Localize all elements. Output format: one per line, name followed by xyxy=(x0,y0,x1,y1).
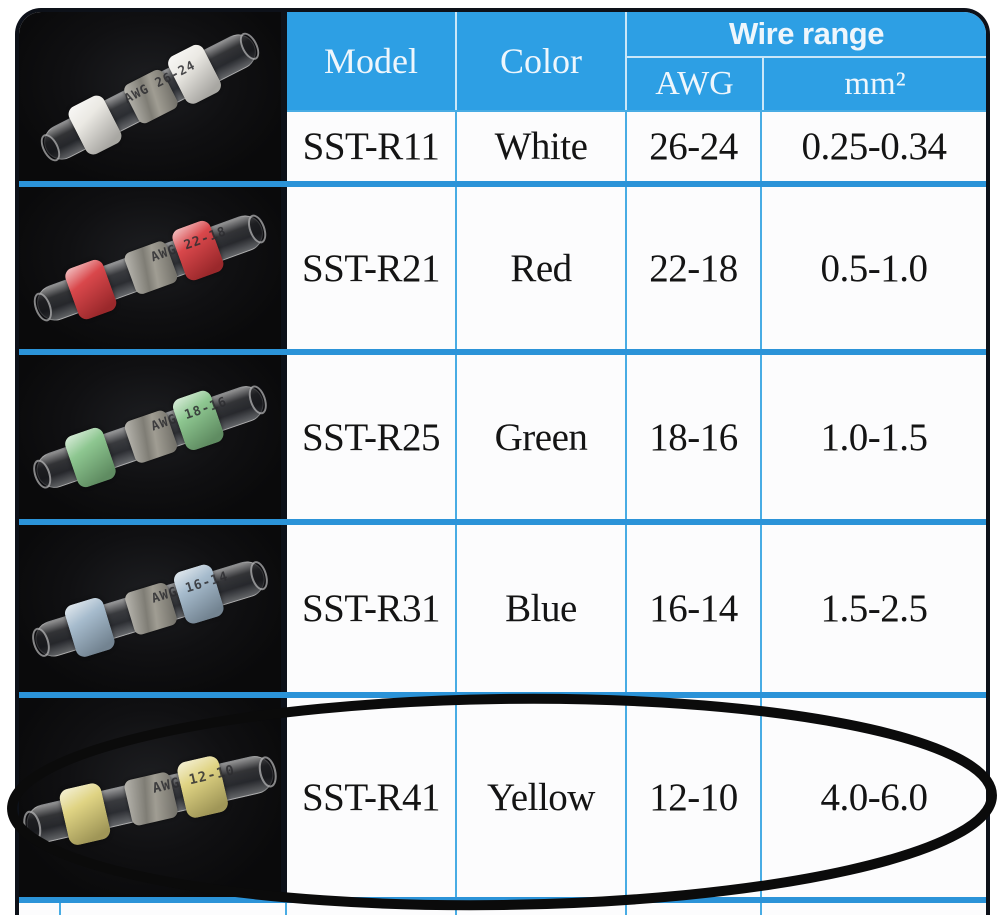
row-cells: SST-R21 Red 22-18 0.5-1.0 xyxy=(287,187,986,349)
product-photo-sst-r31: AWG 16-14 xyxy=(19,525,287,692)
cell-awg: 16-14 xyxy=(625,525,760,692)
header-color: Color xyxy=(455,12,625,110)
spec-table-card: AWG 26-24 Model Color Wire range AWG mm²… xyxy=(15,8,990,915)
partial-cell xyxy=(287,903,455,915)
cell-color: Green xyxy=(455,355,625,519)
header-model: Model xyxy=(324,41,418,81)
row-divider xyxy=(19,181,986,187)
connector-illustration: AWG 26-24 xyxy=(34,19,267,174)
table-row: AWG 16-14 SST-R31 Blue 16-14 1.5-2.5 xyxy=(19,525,986,692)
product-photo-sst-r11: AWG 26-24 xyxy=(19,12,287,181)
header-mm2: mm² xyxy=(762,58,986,110)
product-photo-sst-r25: AWG 18-16 xyxy=(19,355,287,519)
cell-color: White xyxy=(455,112,625,181)
header-and-row1-column: Model Color Wire range AWG mm² SST-R11 W… xyxy=(287,12,986,181)
header-wire-range-sub: AWG mm² xyxy=(627,56,986,110)
connector-illustration: AWG 22-18 xyxy=(29,201,272,335)
cell-mm2: 0.5-1.0 xyxy=(760,187,986,349)
cell-awg: 12-10 xyxy=(625,698,760,897)
partial-grid-line xyxy=(59,903,61,915)
partial-cell xyxy=(455,903,625,915)
table-row: AWG 18-16 SST-R25 Green 18-16 1.0-1.5 xyxy=(19,355,986,519)
product-photo-sst-r41: AWG 12-10 xyxy=(19,698,287,897)
table-row-highlighted: AWG 12-10 SST-R41 Yellow 12-10 4.0-6.0 xyxy=(19,698,986,897)
cell-awg: 22-18 xyxy=(625,187,760,349)
partial-cell xyxy=(760,903,986,915)
cell-color: Yellow xyxy=(455,698,625,897)
connector-illustration: AWG 16-14 xyxy=(28,547,272,670)
cell-model: SST-R21 xyxy=(287,187,455,349)
cell-model: SST-R41 xyxy=(287,698,455,897)
table-row: SST-R11 White 26-24 0.25-0.34 xyxy=(287,110,986,181)
cell-mm2: 4.0-6.0 xyxy=(760,698,986,897)
cell-model: SST-R11 xyxy=(287,112,455,181)
product-photo-sst-r21: AWG 22-18 xyxy=(19,187,287,349)
cell-mm2: 1.0-1.5 xyxy=(760,355,986,519)
partial-photo-cell xyxy=(19,903,287,915)
row-divider xyxy=(19,519,986,525)
section-header-and-row-1: AWG 26-24 Model Color Wire range AWG mm²… xyxy=(19,12,986,181)
cell-mm2: 1.5-2.5 xyxy=(760,525,986,692)
partial-cell xyxy=(625,903,760,915)
cell-awg: 18-16 xyxy=(625,355,760,519)
header-wire-range-group: Wire range AWG mm² xyxy=(625,12,986,110)
row-cells: SST-R41 Yellow 12-10 4.0-6.0 xyxy=(287,698,986,897)
cell-model: SST-R25 xyxy=(287,355,455,519)
row-cells: SST-R31 Blue 16-14 1.5-2.5 xyxy=(287,525,986,692)
cell-color: Blue xyxy=(455,525,625,692)
connector-illustration: AWG 18-16 xyxy=(28,372,271,502)
connector-illustration: AWG 12-10 xyxy=(20,741,280,856)
partial-next-row xyxy=(19,903,986,915)
cell-color: Red xyxy=(455,187,625,349)
cell-mm2: 0.25-0.34 xyxy=(760,112,986,181)
cell-awg: 26-24 xyxy=(625,112,760,181)
row-divider xyxy=(19,349,986,355)
table-row: AWG 22-18 SST-R21 Red 22-18 0.5-1.0 xyxy=(19,187,986,349)
row-cells: SST-R25 Green 18-16 1.0-1.5 xyxy=(287,355,986,519)
cell-model: SST-R31 xyxy=(287,525,455,692)
header-awg: AWG xyxy=(655,65,734,102)
table-header: Model Color Wire range AWG mm² xyxy=(287,12,986,110)
header-wire-range: Wire range xyxy=(729,16,884,51)
